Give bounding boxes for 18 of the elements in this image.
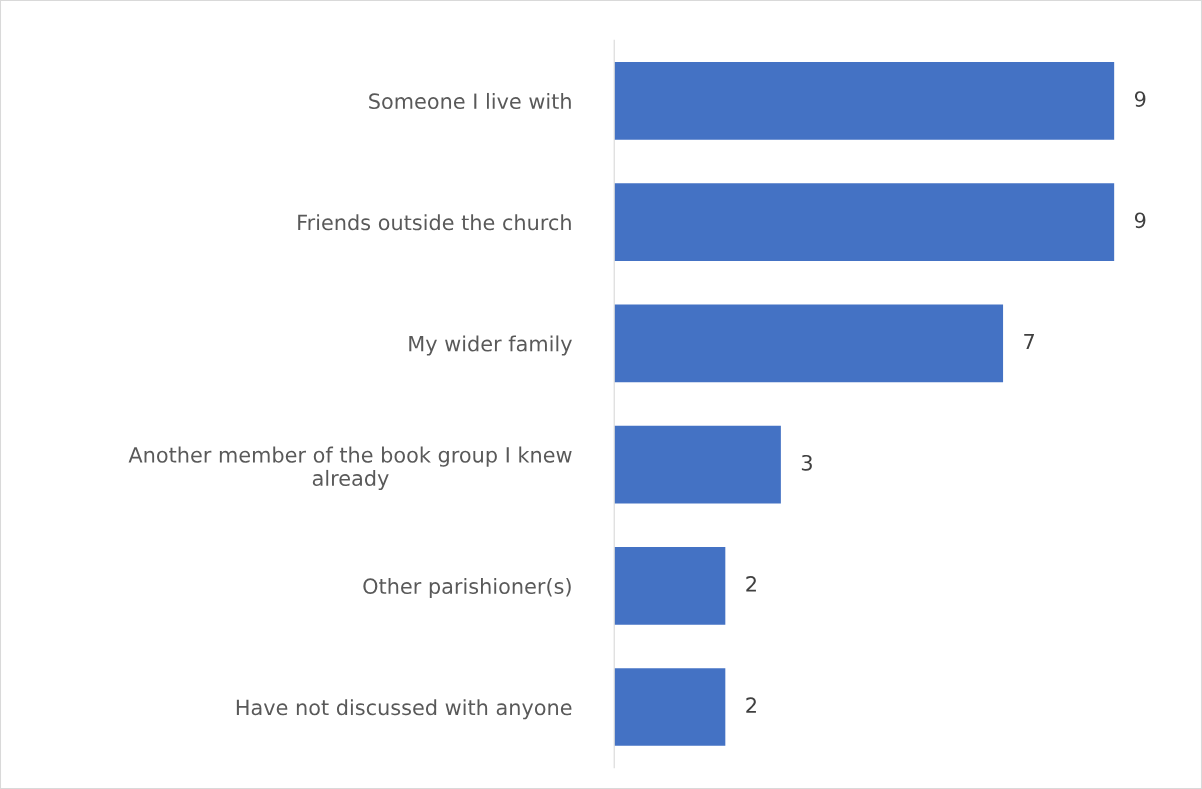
bar <box>614 425 781 504</box>
y-tick-label: Another member of the book group I knew already <box>128 446 572 491</box>
bar <box>614 304 1004 383</box>
bar <box>614 668 726 746</box>
y-tick-label: Someone I live with <box>369 92 571 110</box>
y-tick-label: Other parishioner(s) <box>363 577 571 599</box>
y-tick-label: My wider family <box>409 335 572 356</box>
data-label: 7 <box>1024 333 1034 350</box>
y-tick-label: Have not discussed with anyone <box>236 699 572 720</box>
data-label: 2 <box>746 576 756 592</box>
bar <box>614 62 1115 140</box>
data-label: 3 <box>801 454 812 471</box>
data-label: 9 <box>1134 212 1146 229</box>
data-label: 9 <box>1134 91 1146 107</box>
y-tick-label: Friends outside the church <box>298 214 571 231</box>
bar <box>614 183 1115 261</box>
bar <box>614 547 726 625</box>
data-label: 2 <box>746 697 756 713</box>
